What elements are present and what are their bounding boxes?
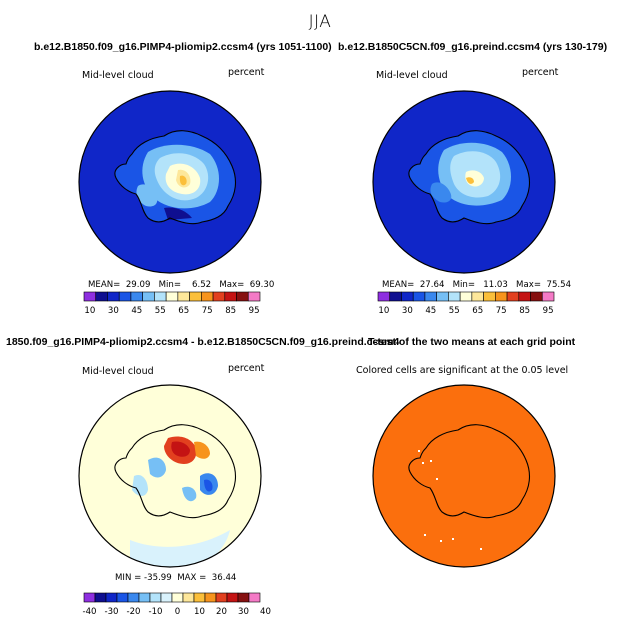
panel-2-colorbar-swatch — [436, 291, 449, 302]
panel-1-colorbar-swatch — [83, 291, 97, 302]
panel-1-variable-label: Mid-level cloud — [82, 70, 154, 81]
panel-2-colorbar-swatch — [424, 291, 437, 302]
panel-2-colorbar: 10 30 45 55 65 75 85 95 — [377, 291, 555, 316]
panel-3-colorbar-swatch — [237, 592, 250, 603]
panel-2-title: b.e12.B1850C5CN.f09_g16.preind.ccsm4 (yr… — [338, 41, 608, 53]
panel-2-colorbar-tick-label: 65 — [472, 306, 483, 316]
panel-1-colorbar-swatch — [236, 291, 249, 302]
panel-2-colorbar-swatch — [518, 291, 531, 302]
panel-2-colorbar-tick-label: 75 — [496, 306, 507, 316]
panel-2-colorbar-swatch — [495, 291, 508, 302]
panel-2-colorbar-tick-label: 95 — [543, 306, 554, 316]
panel-3-colorbar-swatch — [193, 592, 206, 603]
page-title: JJA — [308, 12, 332, 32]
panel-3-colorbar-swatch — [226, 592, 239, 603]
panel-2-colorbar-swatch — [412, 291, 426, 302]
panel-2-colorbar-swatch — [459, 291, 473, 302]
panel-1-colorbar-swatch — [118, 291, 132, 302]
panel-2-units-label: percent — [522, 67, 559, 78]
panel-2-colorbar-tick-label: 30 — [402, 306, 413, 316]
panel-1-colorbar-swatch — [201, 291, 214, 302]
panel-2-colorbar-swatch — [506, 291, 520, 302]
panel-3-colorbar-swatch — [149, 592, 162, 603]
panel-1-colorbar-tick-label: 10 — [84, 306, 95, 316]
panel-3-colorbar-tick-label: -10 — [148, 607, 162, 617]
panel-1-colorbar-swatch — [177, 291, 190, 302]
panel-3-units-label: percent — [228, 363, 265, 374]
panel-1-colorbar-tick-label: 65 — [178, 306, 189, 316]
panel-1-colorbar-swatch — [142, 291, 155, 302]
panel-1-title: b.e12.B1850.f09_g16.PIMP4-pliomip2.ccsm4… — [34, 41, 332, 53]
panel-3-colorbar-tick-label: -20 — [126, 607, 140, 617]
panel-2-colorbar-swatch — [401, 291, 414, 302]
panel-4-map — [372, 384, 556, 568]
panel-3-colorbar-swatch — [105, 592, 118, 603]
panel-3-colorbar-tick-label: -40 — [82, 607, 96, 617]
panel-1-colorbar-swatch — [224, 291, 237, 302]
panel-1-stats: MEAN= 29.09 Min= 6.52 Max= 69.30 — [88, 280, 275, 290]
panel-2-colorbar-swatch — [389, 291, 402, 302]
panel-3-colorbar: -40 -30 -20 -10 0 10 20 30 40 — [82, 592, 271, 617]
panel-3-colorbar-tick-label: 40 — [260, 607, 271, 617]
panel-1-colorbar-tick-label: 45 — [131, 306, 142, 316]
panel-2-colorbar-tick-label: 45 — [425, 306, 436, 316]
panel-2-colorbar-swatch — [530, 291, 543, 302]
panel-3-colorbar-swatch — [116, 592, 129, 603]
panel-1-colorbar-tick-label: 85 — [225, 306, 236, 316]
panel-3-colorbar-tick-label: 30 — [238, 607, 249, 617]
panel-3-map — [78, 384, 262, 568]
panel-3-colorbar-swatch — [215, 592, 228, 603]
panel-1-colorbar-swatch — [212, 291, 226, 302]
panel-2-colorbar-swatch — [377, 291, 391, 302]
panel-1-colorbar-tick-label: 75 — [202, 306, 213, 316]
panel-1-map — [78, 90, 262, 274]
panel-3-variable-label: Mid-level cloud — [82, 366, 154, 377]
panel-3-colorbar-swatch — [94, 592, 107, 603]
panel-2-colorbar-tick-label: 10 — [378, 306, 389, 316]
panel-2-colorbar-swatch — [448, 291, 461, 302]
panel-3-colorbar-swatch — [182, 592, 195, 603]
panel-3-colorbar-tick-label: 0 — [175, 607, 180, 617]
panel-1-colorbar-swatch — [189, 291, 202, 302]
panel-3-colorbar-swatch — [248, 592, 261, 603]
panel-4-note: Colored cells are significant at the 0.0… — [356, 365, 569, 376]
panel-1-colorbar-swatch — [107, 291, 120, 302]
panel-3-colorbar-swatch — [83, 592, 96, 603]
panel-2-colorbar-swatch — [541, 291, 555, 302]
panel-2-stats: MEAN= 27.64 Min= 11.03 Max= 75.54 — [382, 280, 572, 290]
panel-3-title: 1850.f09_g16.PIMP4-pliomip2.ccsm4 - b.e1… — [6, 336, 400, 348]
panel-1-units-label: percent — [228, 67, 265, 78]
panel-3-colorbar-swatch — [171, 592, 184, 603]
panel-1-colorbar-tick-label: 95 — [249, 306, 260, 316]
panel-2-colorbar-tick-label: 85 — [519, 306, 530, 316]
panel-3-colorbar-swatch — [127, 592, 140, 603]
panel-1-colorbar-swatch — [165, 291, 179, 302]
panel-4-title: T-test of the two means at each grid poi… — [368, 336, 576, 348]
panel-1-colorbar-swatch — [154, 291, 167, 302]
panel-1-colorbar-swatch — [130, 291, 143, 302]
panel-1-colorbar-swatch — [247, 291, 261, 302]
panel-3-colorbar-swatch — [160, 592, 173, 603]
panel-3-colorbar-tick-label: 20 — [216, 607, 227, 617]
panel-3-colorbar-tick-label: -30 — [104, 607, 118, 617]
panel-1-colorbar: 10 30 45 55 65 75 85 95 — [83, 291, 261, 316]
panel-3-colorbar-swatch — [138, 592, 151, 603]
panel-3-colorbar-tick-label: 10 — [194, 607, 205, 617]
panel-1-colorbar-swatch — [95, 291, 108, 302]
panel-2-colorbar-swatch — [483, 291, 496, 302]
panel-2-colorbar-swatch — [471, 291, 484, 302]
panel-2-colorbar-tick-label: 55 — [449, 306, 460, 316]
panel-3-stats: MIN = -35.99 MAX = 36.44 — [115, 573, 237, 583]
panel-2-variable-label: Mid-level cloud — [376, 70, 448, 81]
panel-3-colorbar-swatch — [204, 592, 217, 603]
panel-1-colorbar-tick-label: 30 — [108, 306, 119, 316]
panel-2-map — [372, 90, 556, 274]
panel-1-colorbar-tick-label: 55 — [155, 306, 166, 316]
